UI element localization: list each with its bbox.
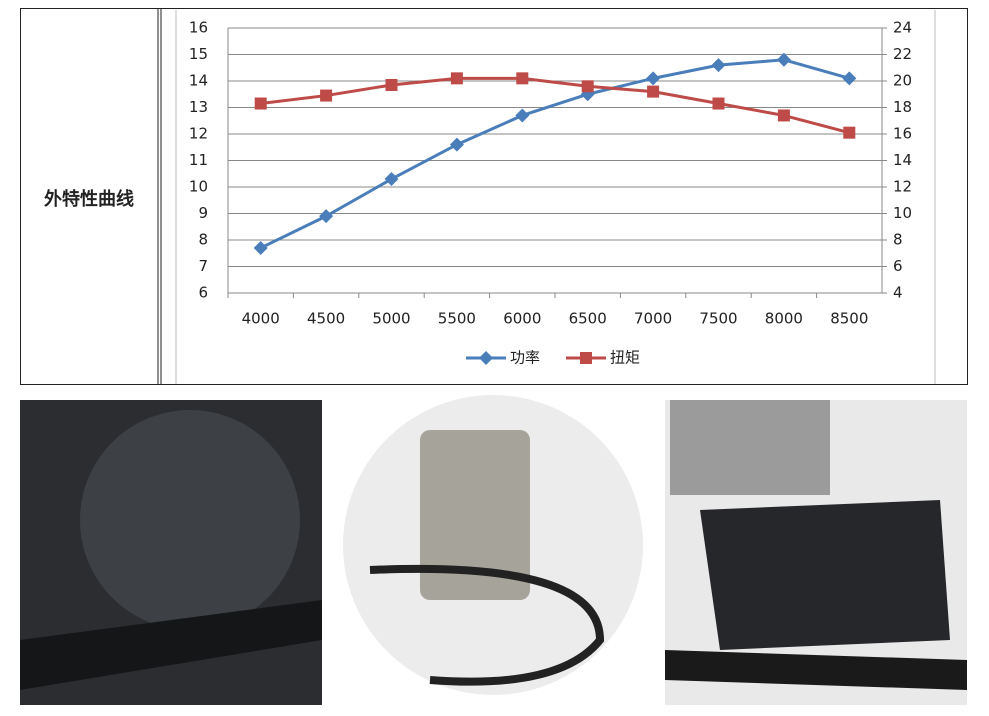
y2-tick-label: 4 [893, 284, 903, 302]
y-tick-label: 6 [198, 284, 208, 302]
data-point [320, 89, 333, 102]
y2-tick-label: 22 [893, 45, 912, 63]
data-point [450, 72, 463, 85]
x-tick-label: 8000 [765, 310, 803, 328]
y-tick-label: 12 [189, 125, 208, 143]
data-point [385, 78, 398, 91]
data-point [777, 109, 790, 122]
legend-label: 扭矩 [610, 349, 640, 367]
x-tick-label: 6500 [569, 310, 607, 328]
data-point [646, 71, 661, 86]
legend-label: 功率 [510, 349, 540, 367]
data-point [843, 126, 856, 139]
y2-tick-label: 24 [893, 19, 912, 37]
x-tick-label: 4000 [242, 310, 280, 328]
photo-detail [80, 410, 300, 630]
data-point [254, 97, 267, 110]
y2-tick-label: 12 [893, 178, 912, 196]
series-line [260, 58, 850, 250]
y-tick-label: 16 [189, 19, 208, 37]
x-tick-label: 8500 [830, 310, 868, 328]
x-tick-label: 4500 [307, 310, 345, 328]
y2-tick-label: 14 [893, 151, 912, 169]
y-tick-label: 15 [189, 45, 208, 63]
table-border [20, 8, 968, 385]
y2-tick-label: 18 [893, 98, 912, 116]
y2-tick-label: 6 [893, 257, 903, 275]
data-point [479, 351, 493, 365]
row-label: 外特性曲线 [44, 188, 134, 210]
data-point [647, 85, 660, 98]
data-point [384, 172, 399, 187]
chart: 6 7 8 9 10 11 12 13 14 15 16 4 6 8 10 12 14 16 18 20 22 24 400… [189, 19, 912, 367]
y-tick-label: 14 [189, 72, 208, 90]
x-tick-label: 6000 [503, 310, 541, 328]
data-point [711, 58, 726, 73]
x-tick-label: 7000 [634, 310, 672, 328]
y-tick-label: 7 [198, 257, 208, 275]
y2-tick-label: 10 [893, 204, 912, 222]
photo-detail [700, 500, 950, 650]
data-point [580, 352, 592, 364]
x-tick-label: 5500 [438, 310, 476, 328]
data-point [253, 240, 268, 255]
data-point [581, 80, 594, 93]
data-point [319, 209, 334, 224]
x-tick-label: 7500 [699, 310, 737, 328]
data-point [516, 72, 529, 85]
photo-detail [665, 650, 967, 690]
y2-tick-label: 16 [893, 125, 912, 143]
y-tick-label: 9 [198, 204, 208, 222]
y-tick-label: 10 [189, 178, 208, 196]
data-point [776, 52, 791, 67]
y-tick-label: 11 [189, 151, 208, 169]
y2-tick-label: 20 [893, 72, 912, 90]
photo-detail [670, 400, 830, 495]
photo-detail [20, 600, 322, 690]
data-point [712, 97, 725, 110]
series-line [260, 76, 850, 135]
data-point [842, 71, 857, 86]
y2-tick-label: 8 [893, 231, 903, 249]
photo-detail [369, 564, 605, 686]
y-tick-label: 13 [189, 98, 208, 116]
data-point [515, 108, 530, 123]
x-tick-label: 5000 [372, 310, 410, 328]
data-point [449, 137, 464, 152]
photo-detail [420, 430, 530, 600]
y-tick-label: 8 [198, 231, 208, 249]
